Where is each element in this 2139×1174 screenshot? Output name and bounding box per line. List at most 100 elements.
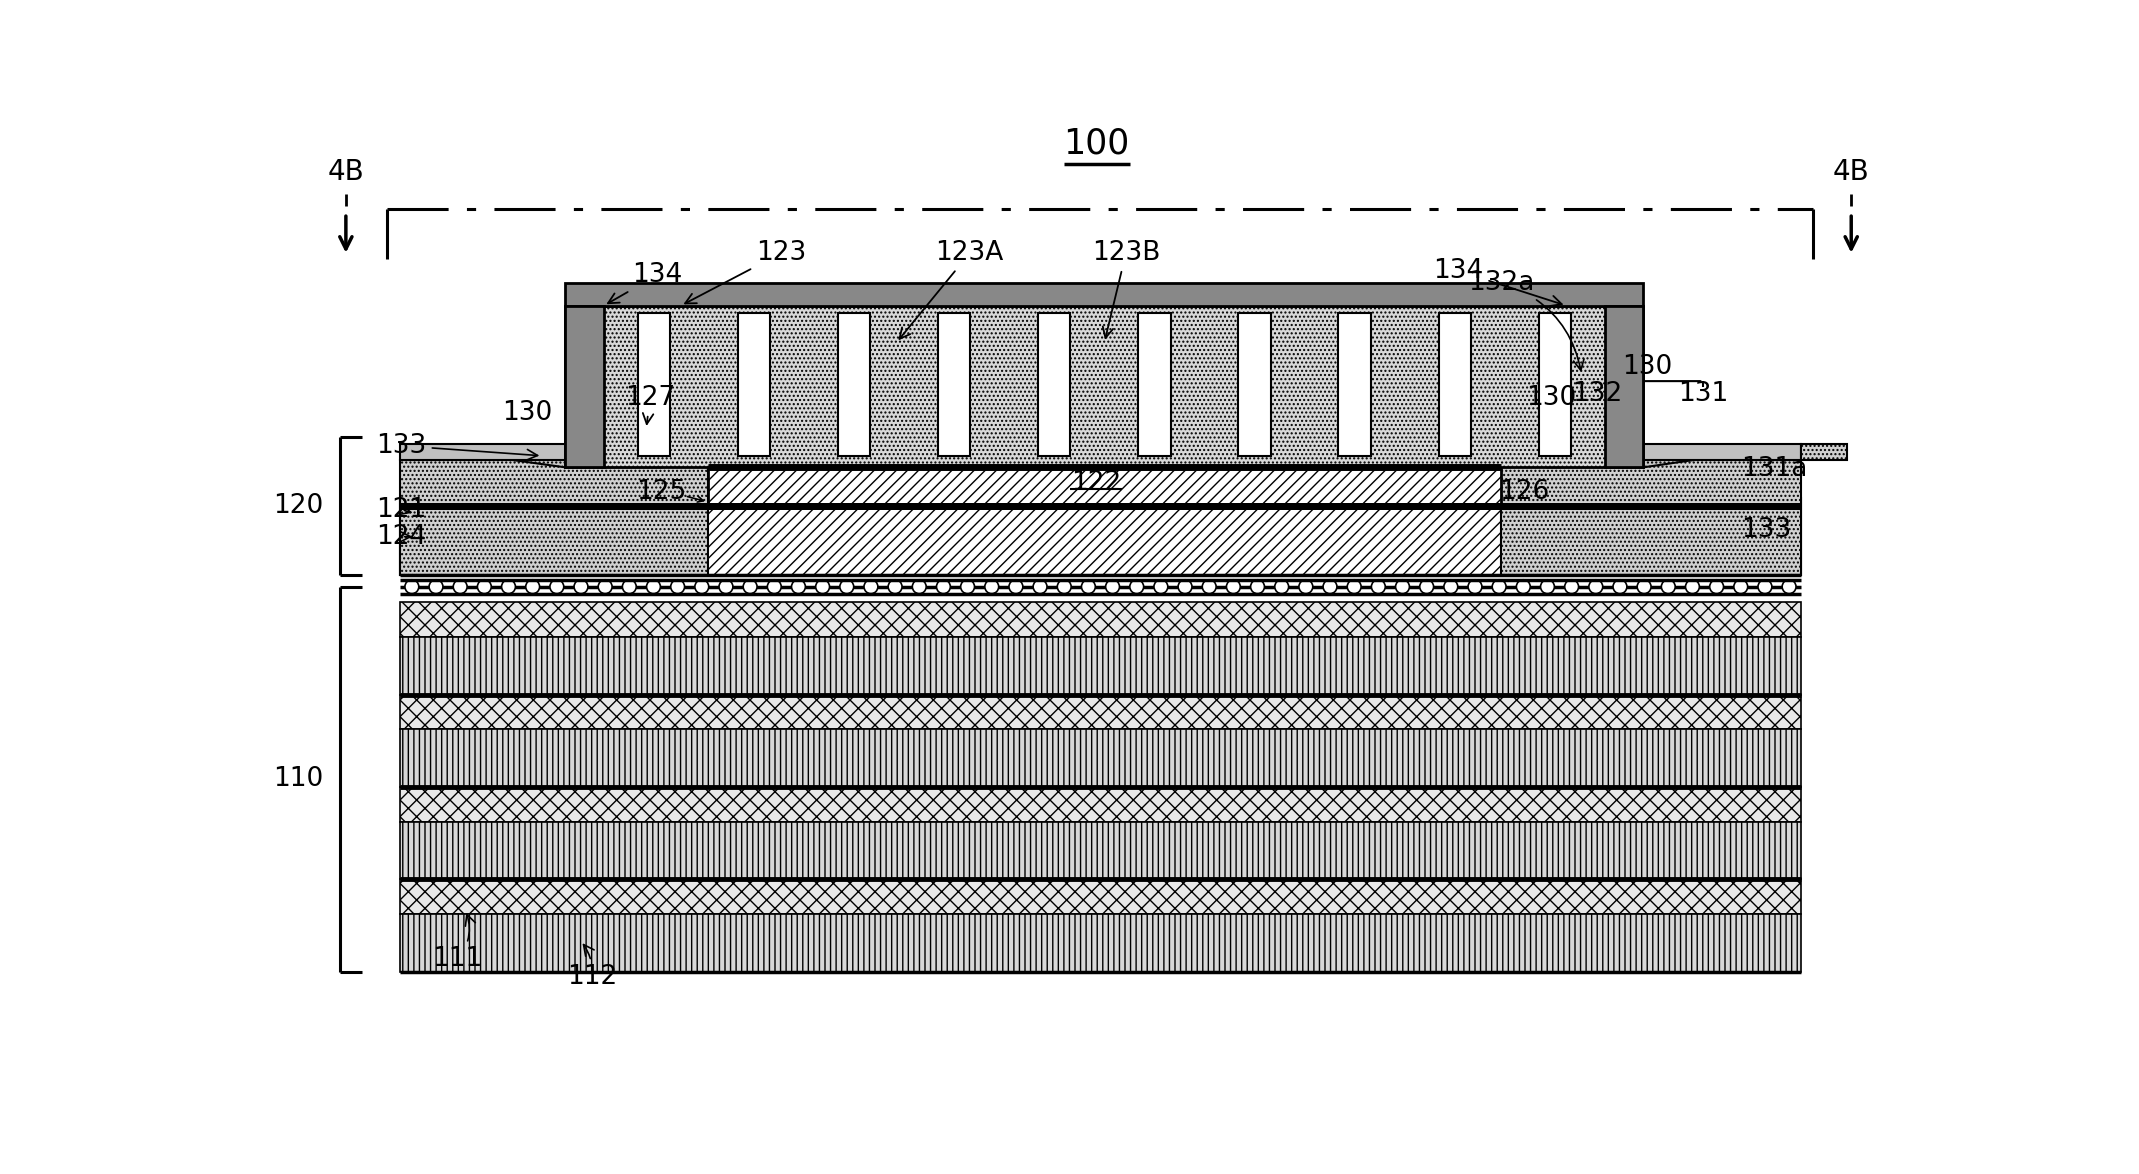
Text: 126: 126 — [1499, 479, 1549, 505]
Circle shape — [1010, 580, 1022, 594]
Text: 122: 122 — [1072, 470, 1121, 495]
Bar — [565, 305, 603, 467]
Polygon shape — [1546, 444, 1801, 467]
Text: 125: 125 — [637, 479, 687, 505]
Bar — [400, 787, 1801, 822]
Text: 123A: 123A — [901, 241, 1003, 339]
Text: 123B: 123B — [1091, 241, 1159, 338]
Circle shape — [453, 580, 466, 594]
Circle shape — [841, 580, 853, 594]
Circle shape — [672, 580, 684, 594]
Circle shape — [1324, 580, 1337, 594]
Bar — [1339, 313, 1371, 456]
Polygon shape — [400, 460, 708, 575]
Bar — [565, 305, 1643, 467]
Circle shape — [1735, 580, 1748, 594]
Circle shape — [1057, 580, 1072, 594]
Circle shape — [599, 580, 612, 594]
Circle shape — [1082, 580, 1095, 594]
Circle shape — [1275, 580, 1288, 594]
Circle shape — [1540, 580, 1555, 594]
Circle shape — [1226, 580, 1241, 594]
Circle shape — [1033, 580, 1046, 594]
Circle shape — [1153, 580, 1168, 594]
Text: 121: 121 — [376, 497, 426, 522]
Text: 4B: 4B — [327, 158, 364, 187]
Bar — [1037, 313, 1070, 456]
Circle shape — [960, 580, 975, 594]
Circle shape — [719, 580, 734, 594]
Circle shape — [742, 580, 757, 594]
Bar — [838, 313, 871, 456]
Bar — [939, 313, 971, 456]
Text: 127: 127 — [625, 385, 676, 424]
Polygon shape — [1502, 460, 1801, 575]
Text: 132: 132 — [1572, 382, 1621, 407]
Circle shape — [1782, 580, 1797, 594]
Circle shape — [888, 580, 903, 594]
Polygon shape — [400, 444, 661, 467]
Circle shape — [1517, 580, 1529, 594]
Text: 131a: 131a — [1741, 456, 1807, 481]
Circle shape — [1493, 580, 1506, 594]
Circle shape — [1420, 580, 1433, 594]
Circle shape — [1636, 580, 1651, 594]
Circle shape — [1566, 580, 1579, 594]
Circle shape — [695, 580, 708, 594]
Text: 100: 100 — [1063, 127, 1129, 161]
Circle shape — [1444, 580, 1459, 594]
Circle shape — [1251, 580, 1264, 594]
Circle shape — [937, 580, 950, 594]
Text: 110: 110 — [274, 767, 323, 792]
Bar — [1801, 444, 1848, 460]
Text: 130: 130 — [1525, 385, 1576, 411]
Text: 133: 133 — [1741, 518, 1792, 544]
Bar — [400, 444, 661, 460]
Bar — [400, 729, 1801, 787]
Circle shape — [791, 580, 806, 594]
Text: 112: 112 — [567, 945, 618, 990]
Text: 134: 134 — [607, 262, 682, 303]
Circle shape — [501, 580, 515, 594]
Text: 134: 134 — [1433, 258, 1561, 306]
Circle shape — [1348, 580, 1360, 594]
Text: 124: 124 — [376, 524, 426, 549]
Circle shape — [622, 580, 635, 594]
Circle shape — [430, 580, 443, 594]
Bar — [1238, 313, 1271, 456]
Bar — [400, 695, 1801, 729]
Circle shape — [646, 580, 661, 594]
Circle shape — [1758, 580, 1771, 594]
Bar — [708, 467, 1502, 506]
Text: 131: 131 — [1679, 382, 1728, 407]
Circle shape — [1467, 580, 1482, 594]
Circle shape — [477, 580, 492, 594]
Circle shape — [1686, 580, 1698, 594]
Circle shape — [864, 580, 877, 594]
Circle shape — [1709, 580, 1724, 594]
Bar — [637, 313, 670, 456]
Text: 133: 133 — [376, 433, 537, 460]
Text: 132a: 132a — [1467, 270, 1585, 371]
Circle shape — [1298, 580, 1313, 594]
Bar — [1138, 313, 1170, 456]
Text: 4B: 4B — [1833, 158, 1869, 187]
Bar — [565, 283, 1643, 305]
Circle shape — [526, 580, 539, 594]
Bar — [1440, 313, 1472, 456]
Circle shape — [984, 580, 999, 594]
Bar — [1546, 444, 1801, 460]
Circle shape — [573, 580, 588, 594]
Circle shape — [550, 580, 565, 594]
Bar — [400, 879, 1801, 915]
Text: 120: 120 — [274, 493, 323, 519]
Circle shape — [1179, 580, 1191, 594]
Circle shape — [1202, 580, 1217, 594]
Text: 111: 111 — [432, 915, 483, 972]
Circle shape — [768, 580, 781, 594]
Circle shape — [1589, 580, 1602, 594]
Bar — [1538, 313, 1570, 456]
Bar — [400, 498, 1801, 575]
Circle shape — [1129, 580, 1144, 594]
Bar — [400, 636, 1801, 695]
